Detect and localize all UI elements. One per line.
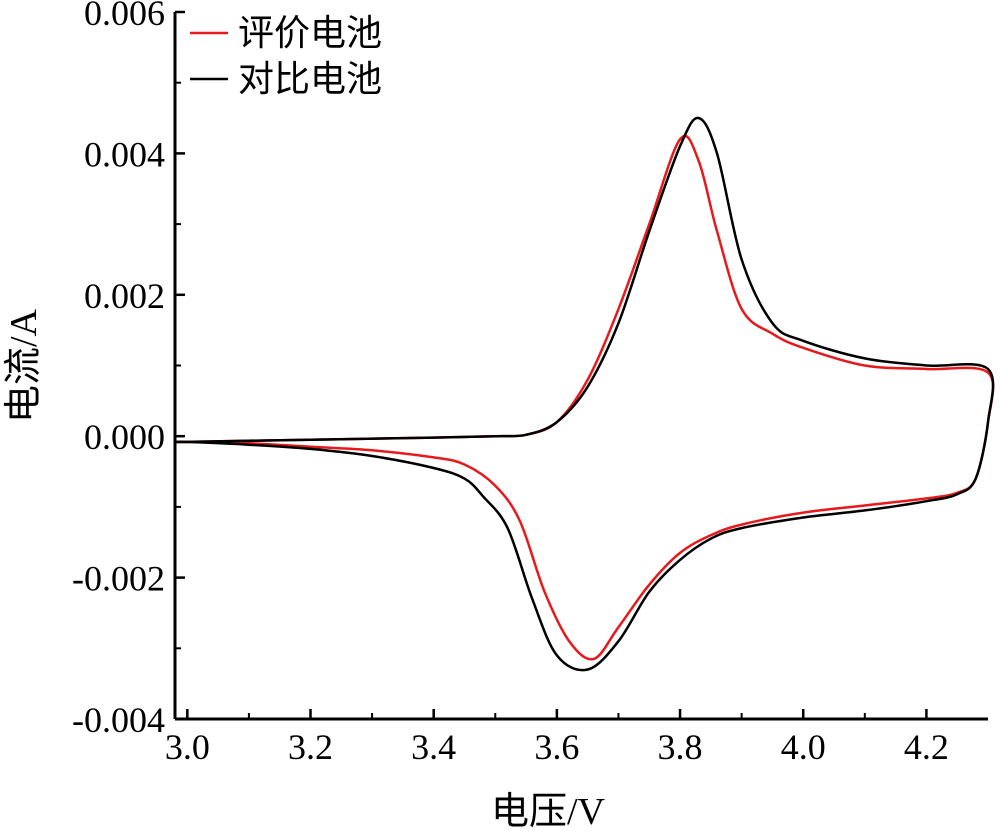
- x-tick-label: 4.0: [781, 727, 826, 767]
- y-axis-title: 电流/A: [3, 308, 45, 423]
- y-tick-label: -0.004: [72, 700, 165, 740]
- series-line-2: [174, 116, 995, 672]
- x-tick-label: 4.2: [904, 727, 949, 767]
- x-tick-label: 3.4: [411, 727, 456, 767]
- x-tick-label: 3.8: [658, 727, 703, 767]
- legend-label-series-1: 评价电池: [238, 13, 382, 53]
- y-tick-label: 0.002: [84, 276, 165, 316]
- ticks: 3.0 3.2 3.4 3.6 3.8 4.0 4.2 -0.004 -0.002 0.000 0.…: [72, 0, 949, 767]
- y-tick-label: 0.004: [84, 134, 165, 174]
- x-tick-label: 3.2: [288, 727, 333, 767]
- x-tick-label: 3.0: [165, 727, 210, 767]
- x-axis-title: 电压/V: [491, 791, 606, 833]
- y-tick-label: 0.006: [84, 0, 165, 33]
- y-tick-label: -0.002: [72, 559, 165, 599]
- y-tick-label: 0.000: [84, 417, 165, 457]
- x-tick-label: 3.6: [534, 727, 579, 767]
- series-line-1: [174, 134, 995, 661]
- series-layer: [174, 116, 995, 672]
- legend-label-series-2: 对比电池: [238, 59, 382, 99]
- legend: 评价电池 对比电池: [190, 13, 382, 99]
